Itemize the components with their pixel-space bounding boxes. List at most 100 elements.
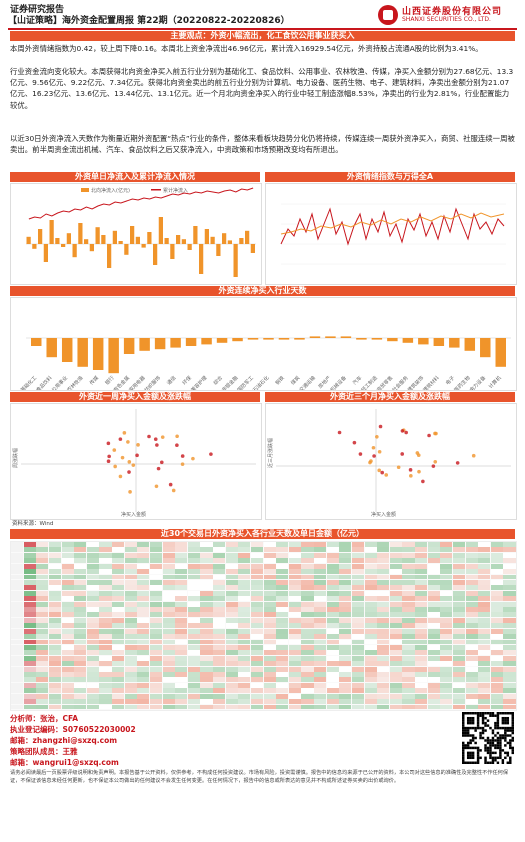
heatmap-cell xyxy=(137,688,150,694)
heatmap-cell xyxy=(36,655,49,661)
heatmap-cell xyxy=(276,590,289,596)
heatmap-cell xyxy=(11,623,24,629)
heatmap-cell xyxy=(61,655,74,661)
heatmap-cell xyxy=(250,547,263,553)
heatmap-cell xyxy=(124,650,137,656)
heatmap-cell xyxy=(326,563,339,569)
heatmap-cell xyxy=(314,596,327,602)
heatmap-cell xyxy=(301,634,314,640)
heatmap-cell xyxy=(478,574,491,580)
heatmap-cell xyxy=(478,558,491,564)
heatmap-cell xyxy=(314,607,327,612)
scatter-point xyxy=(455,461,460,465)
heatmap-cell xyxy=(402,612,415,618)
heatmap-cell xyxy=(74,682,87,688)
heatmap-cell xyxy=(326,579,339,585)
heatmap-cell xyxy=(339,623,352,629)
heatmap-cell xyxy=(490,574,503,580)
heatmap-cell xyxy=(36,617,49,623)
heatmap-cell xyxy=(465,617,478,623)
flow-bar xyxy=(181,239,186,244)
heatmap-cell xyxy=(339,699,352,705)
heatmap-cell xyxy=(326,542,339,547)
heatmap-cell xyxy=(48,590,61,596)
heatmap-cell xyxy=(490,612,503,618)
days-category-label: 食品饮料 xyxy=(35,374,54,390)
heatmap-cell xyxy=(389,644,402,650)
heatmap-cell xyxy=(36,682,49,688)
heatmap-cell xyxy=(339,547,352,553)
heatmap-cell xyxy=(149,596,162,602)
scatter-point xyxy=(377,449,382,454)
heatmap-cell xyxy=(149,655,162,661)
heatmap-cell xyxy=(225,672,238,677)
heatmap-cell xyxy=(276,612,289,618)
heatmap-cell xyxy=(389,563,402,569)
heatmap-cell xyxy=(503,579,516,585)
heatmap-cell xyxy=(427,569,440,574)
heatmap-cell xyxy=(452,623,465,629)
scatter-point xyxy=(209,452,213,456)
days-category-label: 建筑装饰 xyxy=(406,374,425,390)
flow-chart-panel: 北向净流入(亿元) 累计净流入 xyxy=(10,183,262,285)
days-category-label: 传媒 xyxy=(88,374,100,386)
heatmap-cell xyxy=(162,596,175,602)
heatmap-cell xyxy=(339,601,352,607)
scatter-point xyxy=(118,437,123,441)
heatmap-cell xyxy=(175,693,188,699)
scatter-week-chart: 周涨跌幅 净买入金额 xyxy=(12,409,256,518)
heatmap-cell xyxy=(149,547,162,553)
heatmap-cell xyxy=(99,574,112,580)
heatmap-cell xyxy=(238,547,251,553)
heatmap-cell xyxy=(440,661,453,667)
heatmap-cell xyxy=(23,558,36,564)
heatmap-cell xyxy=(364,542,377,547)
heatmap-cell xyxy=(478,634,491,640)
heatmap-cell xyxy=(465,650,478,656)
heatmap-cell xyxy=(490,699,503,705)
heatmap-cell xyxy=(175,699,188,705)
heatmap-cell xyxy=(175,655,188,661)
heatmap-cell xyxy=(452,688,465,694)
heatmap-cell xyxy=(288,693,301,699)
heatmap-cell xyxy=(11,644,24,650)
heatmap-cell xyxy=(452,607,465,612)
heatmap-cell xyxy=(162,682,175,688)
heatmap-cell xyxy=(351,634,364,640)
heatmap-cell xyxy=(225,688,238,694)
days-category-label: 煤炭 xyxy=(289,374,301,386)
heatmap-cell xyxy=(36,569,49,574)
heatmap-cell xyxy=(36,601,49,607)
heatmap-cell xyxy=(440,579,453,585)
heatmap-cell xyxy=(162,574,175,580)
scatter-point xyxy=(153,437,158,442)
heatmap-cell xyxy=(238,612,251,618)
heatmap-cell xyxy=(490,601,503,607)
team-email[interactable]: 邮箱：wangrui1@sxzq.com xyxy=(10,758,119,767)
heatmap-cell xyxy=(389,628,402,634)
heatmap-cell xyxy=(250,558,263,564)
flow-bar xyxy=(32,244,37,249)
scatter-point xyxy=(112,448,117,452)
heatmap-cell xyxy=(402,672,415,677)
heatmap-cell xyxy=(175,682,188,688)
heatmap-cell xyxy=(149,677,162,683)
heatmap-cell xyxy=(364,623,377,629)
days-bar xyxy=(340,336,352,338)
heatmap-cell xyxy=(490,650,503,656)
days-category-label: 银行 xyxy=(104,374,116,386)
heatmap-cell xyxy=(137,666,150,672)
heatmap-cell xyxy=(288,699,301,705)
heatmap-cell xyxy=(61,672,74,677)
flow-chart: 北向净流入(亿元) 累计净流入 xyxy=(26,187,256,277)
heatmap-cell xyxy=(415,558,428,564)
heatmap-cell xyxy=(225,617,238,623)
heatmap-cell xyxy=(402,590,415,596)
heatmap-cell xyxy=(339,607,352,612)
heatmap-cell xyxy=(213,552,226,558)
heatmap-cell xyxy=(351,617,364,623)
heatmap-cell xyxy=(377,601,390,607)
heatmap-cell xyxy=(200,552,213,558)
analyst-email[interactable]: 邮箱：zhangzhi@sxzq.com xyxy=(10,736,118,745)
flow-bar xyxy=(222,233,227,244)
